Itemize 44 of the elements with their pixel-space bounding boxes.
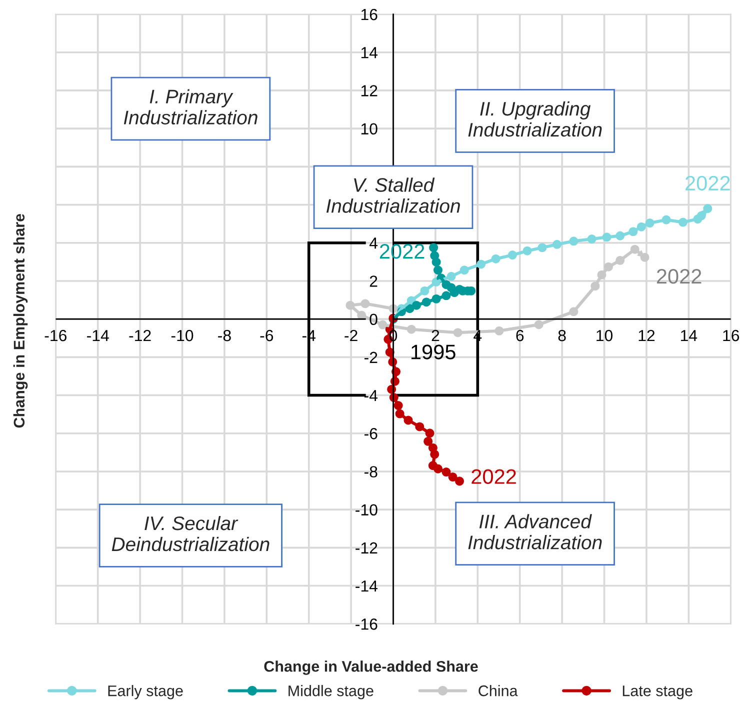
x-tick-label: 12 [638,330,655,342]
legend-label: Middle stage [288,685,374,700]
x-tick-label: -16 [44,330,66,342]
y-tick-label: -12 [356,542,378,554]
x-tick-label: 8 [558,330,566,342]
y-tick-label: 4 [369,238,378,249]
x-tick-label: -2 [344,330,358,342]
y-tick-label: -16 [356,618,378,630]
y-tick-label: 0 [370,314,378,326]
legend-label: Late stage [622,686,692,700]
x-tick-label: -6 [260,330,274,342]
y-tick-label: -2 [364,352,378,363]
legend-label: China [478,685,518,696]
y-tick-label: 16 [361,8,378,20]
annotation: IV. Secular Deindustrialization [112,516,270,552]
annotation: 2022 [686,176,730,191]
y-tick-label: 14 [361,47,378,58]
y-tick-label: -6 [364,428,378,440]
x-tick-label: 6 [516,330,524,342]
y-tick-label: -8 [364,466,378,478]
x-tick-label: -12 [129,330,151,342]
x-tick-label: 2 [432,330,440,342]
x-tick-label: 16 [723,330,740,342]
y-tick-label: -10 [356,504,378,516]
annotation: III. Advanced Industrialization [468,514,602,550]
annotation: 1995 [412,344,456,360]
annotation: 2022 [472,469,516,484]
x-axis-title: Change in Value-added Share [264,660,478,675]
y-tick-label: -14 [356,580,378,592]
x-tick-label: -10 [171,330,194,342]
y-tick-label: 12 [361,85,378,96]
legend-label: Early stage [108,685,183,700]
x-tick-label: 10 [596,330,613,342]
y-tick-label: 10 [361,123,378,135]
y-axis-title: Change in Employment share [13,214,28,428]
annotation: I. Primary Industrialization [124,89,258,124]
annotation: V. Stalled Industrialization [326,178,460,213]
y-tick-label: 2 [370,276,378,287]
annotation: II. Upgrading Industrialization [468,101,602,137]
x-tick-label: -8 [218,330,231,342]
y-tick-label: -4 [364,390,378,402]
x-tick-label: 14 [681,330,698,342]
annotation: 2022 [656,269,702,284]
x-tick-label: -14 [87,330,109,342]
